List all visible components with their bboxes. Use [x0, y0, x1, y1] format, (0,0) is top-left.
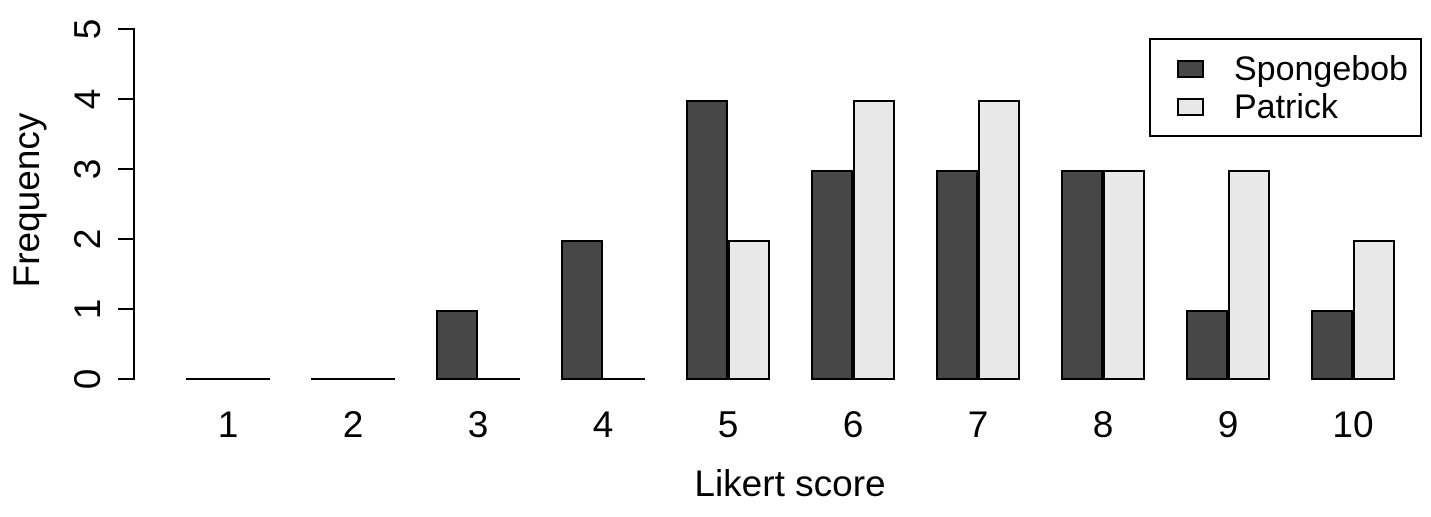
bar-patrick-score-7	[978, 100, 1020, 380]
y-axis-title: Frequency	[6, 112, 47, 288]
bar-patrick-score-6	[853, 100, 895, 380]
bar-spongebob-score-7	[936, 170, 978, 380]
bar-spongebob-score-4	[561, 240, 603, 380]
bar-patrick-score-9	[1228, 170, 1270, 380]
legend: Spongebob Patrick	[1149, 38, 1422, 137]
legend-swatch-spongebob	[1177, 59, 1204, 78]
bar-spongebob-score-6	[811, 170, 853, 380]
legend-swatch-patrick	[1177, 97, 1204, 116]
y-tick-mark	[118, 378, 133, 380]
legend-row-patrick: Patrick	[1151, 89, 1420, 125]
bar-spongebob-score-3	[436, 310, 478, 380]
y-tick-mark	[118, 98, 133, 100]
y-tick-label: 0	[67, 368, 108, 390]
bar-spongebob-score-5	[686, 100, 728, 380]
y-tick-label: 4	[67, 88, 108, 110]
y-axis-line	[133, 28, 135, 380]
group-baseline	[561, 378, 645, 380]
bar-spongebob-score-8	[1061, 170, 1103, 380]
x-tick-label: 8	[1092, 404, 1114, 445]
bar-patrick-score-10	[1353, 240, 1395, 380]
group-baseline	[186, 378, 270, 380]
group-baseline	[436, 378, 520, 380]
legend-row-spongebob: Spongebob	[1151, 51, 1420, 87]
x-tick-label: 1	[217, 404, 239, 445]
bar-spongebob-score-10	[1311, 310, 1353, 380]
bar-patrick-score-8	[1103, 170, 1145, 380]
y-tick-mark	[118, 238, 133, 240]
bar-patrick-score-5	[728, 240, 770, 380]
group-baseline	[311, 378, 395, 380]
x-tick-label: 4	[592, 404, 614, 445]
x-tick-label: 5	[717, 404, 739, 445]
bar-spongebob-score-9	[1186, 310, 1228, 380]
y-tick-label: 1	[67, 298, 108, 320]
x-tick-label: 3	[467, 404, 489, 445]
x-axis-title: Likert score	[694, 463, 886, 504]
legend-label: Patrick	[1234, 87, 1338, 126]
y-tick-mark	[118, 308, 133, 310]
x-tick-label: 10	[1332, 404, 1374, 445]
x-tick-label: 7	[967, 404, 989, 445]
x-tick-label: 2	[342, 404, 364, 445]
x-tick-label: 9	[1217, 404, 1239, 445]
y-tick-label: 5	[67, 18, 108, 40]
y-tick-label: 3	[67, 158, 108, 180]
y-tick-label: 2	[67, 228, 108, 250]
x-tick-label: 6	[842, 404, 864, 445]
y-tick-mark	[118, 28, 133, 30]
y-tick-mark	[118, 168, 133, 170]
legend-label: Spongebob	[1234, 49, 1408, 88]
